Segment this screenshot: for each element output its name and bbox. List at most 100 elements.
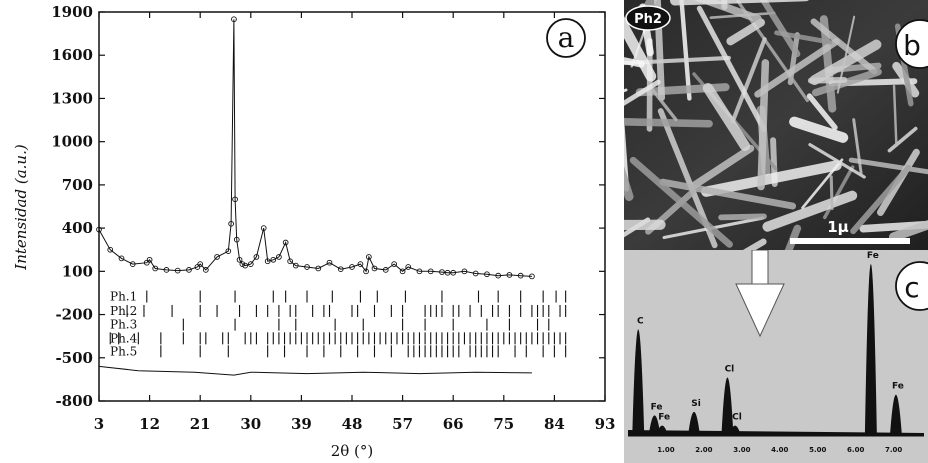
crystal-needle — [892, 84, 898, 148]
phase-reflection-markers: Ph.1Ph.2Ph.3Ph.4Ph.5 — [109, 290, 567, 358]
observed-point — [239, 261, 246, 267]
crystal-needle — [691, 144, 755, 189]
phase-label: Ph.5 — [110, 344, 137, 358]
observed-point — [242, 262, 249, 269]
arrow-icon — [735, 250, 785, 338]
crystal-needle — [811, 68, 882, 97]
observed-point — [287, 258, 294, 265]
panel-letter-c: c — [904, 271, 919, 304]
phase-label: Ph.3 — [110, 318, 137, 332]
y-tick-label: 700 — [62, 176, 93, 194]
x-tick-label: 39 — [291, 415, 312, 433]
observed-point — [391, 261, 398, 267]
crystal-needle — [624, 118, 713, 128]
eds-peak — [864, 264, 877, 436]
eds-peak — [889, 394, 902, 436]
crystal-needle — [624, 219, 666, 231]
eds-tick-label: 1.00 — [657, 446, 674, 454]
crystal-needle — [702, 83, 751, 151]
crystal-needle — [624, 79, 661, 106]
y-tick-label: 1300 — [51, 89, 93, 107]
observed-point — [405, 264, 412, 270]
eds-x-ticks: 1.00 2.00 3.00 4.00 5.00 6.00 7.00 — [628, 435, 924, 454]
y-tick-label: 1600 — [51, 46, 93, 64]
crystal-needle — [850, 164, 912, 235]
observed-point — [214, 254, 220, 260]
difference-curve — [98, 365, 532, 376]
crystal-needle — [888, 219, 928, 242]
eds-continuum — [628, 430, 924, 436]
y-tick-label: 400 — [62, 219, 93, 237]
eds-tick-label: 5.00 — [809, 446, 826, 454]
crystal-needle — [789, 116, 849, 143]
y-tick-label: 100 — [62, 262, 93, 280]
phase-label: Ph.1 — [110, 290, 137, 304]
crystal-needle — [852, 118, 863, 175]
y-tick-label: -500 — [55, 349, 93, 367]
eds-peak-label: Fe — [892, 382, 904, 392]
crystal-needle — [696, 5, 767, 132]
crystal-needle — [759, 0, 801, 58]
crystal-needle — [809, 39, 882, 86]
panel-letter-b: b — [903, 29, 921, 62]
crystal-needle — [762, 190, 858, 232]
crystal-needle — [887, 126, 918, 153]
crystal-needle — [693, 0, 762, 23]
panel-letter-badge — [546, 18, 586, 58]
crystal-needle — [701, 160, 842, 197]
x-tick-label: 57 — [392, 415, 413, 433]
observed-point — [118, 255, 125, 262]
observed-point — [326, 259, 333, 266]
eds-peak — [656, 425, 669, 436]
scale-bar-label: 1μ — [827, 218, 848, 236]
panel-letter-badge — [895, 19, 928, 69]
observed-point — [146, 256, 153, 263]
x-tick-label: 84 — [544, 415, 565, 433]
crystal-needle — [629, 156, 733, 248]
observed-point — [276, 254, 282, 260]
needle-crystals — [624, 0, 928, 250]
y-tick-label: 1000 — [51, 133, 93, 151]
crystal-needle — [829, 175, 834, 210]
eds-peak-label: Si — [691, 399, 701, 409]
phase-label: Ph.2 — [110, 304, 137, 318]
observed-point — [202, 267, 209, 273]
sem-micrograph: Ph2 b 1μ — [624, 0, 928, 250]
sem-tag-label: Ph2 — [634, 12, 662, 27]
y-axis-ticks: 1900 1600 1300 1000 700 400 100 -200 -500 -800 — [51, 3, 605, 410]
observed-point — [399, 268, 406, 275]
crystal-needle — [624, 165, 634, 201]
crystal-needle — [806, 93, 838, 131]
eds-peak — [648, 415, 661, 436]
observed-point — [107, 246, 114, 253]
x-tick-label: 93 — [595, 415, 616, 433]
eds-tick-label: 4.00 — [771, 446, 788, 454]
observed-point — [194, 264, 201, 270]
eds-peak-label: C — [637, 316, 644, 326]
xrd-chart: 1900 1600 1300 1000 700 400 100 -200 -500 -800 3 1… — [12, 3, 616, 460]
crystal-needle — [859, 220, 928, 233]
crystal-needle — [807, 76, 848, 84]
observed-point — [247, 261, 254, 267]
crystal-needle — [757, 59, 770, 191]
crystal-needle — [659, 178, 797, 210]
observed-point — [197, 261, 204, 267]
eds-peak — [729, 425, 742, 436]
y-tick-label: 1900 — [51, 3, 93, 21]
x-tick-label: 66 — [443, 415, 464, 433]
observed-point — [282, 239, 289, 246]
eds-tick-label: 2.00 — [695, 446, 712, 454]
x-axis-ticks: 3 12 21 30 39 48 57 66 75 84 93 — [94, 12, 616, 433]
crystal-needle — [654, 0, 666, 101]
x-tick-label: 48 — [342, 415, 363, 433]
crystal-needle — [624, 57, 645, 68]
y-tick-label: -800 — [55, 392, 93, 410]
eds-peak — [688, 411, 701, 436]
crystal-needle — [670, 0, 809, 6]
eds-peak — [632, 329, 645, 436]
panel-letter-a: a — [558, 21, 575, 54]
crystal-needle — [810, 18, 878, 75]
eds-peak-label: Cl — [725, 365, 735, 375]
eds-peak-label: Cl — [732, 413, 742, 423]
